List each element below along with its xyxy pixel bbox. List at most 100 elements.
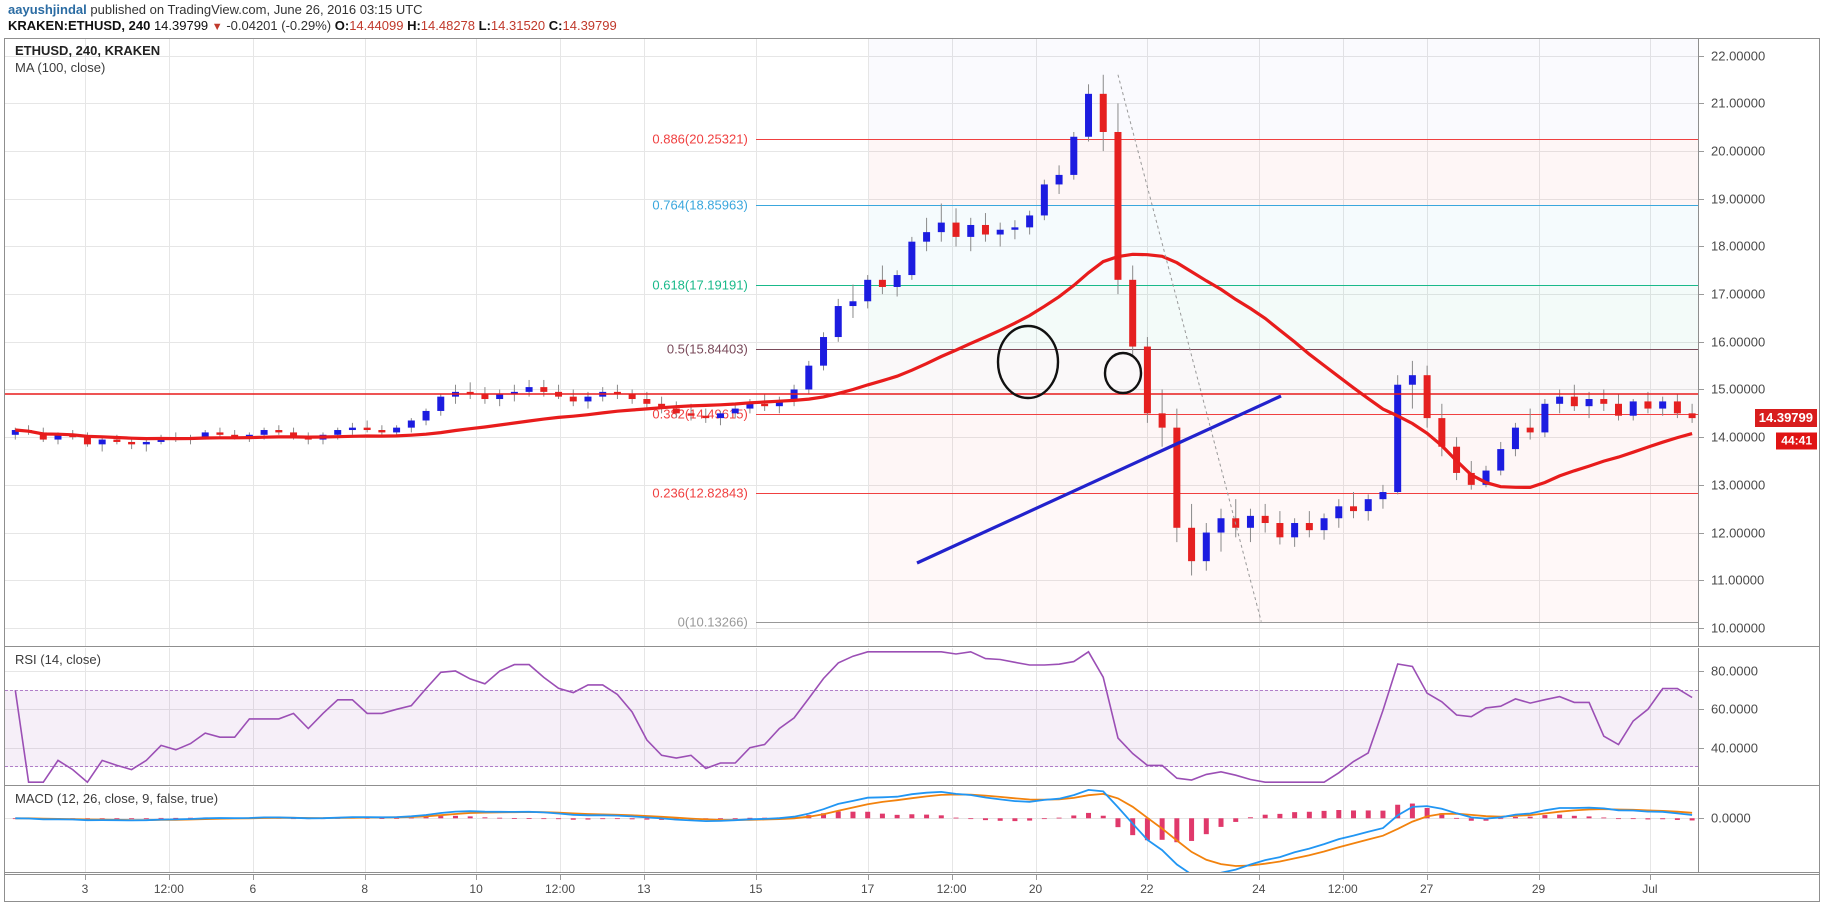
price-vgridline bbox=[755, 39, 757, 646]
price-axis-tick-label: 19.00000 bbox=[1711, 191, 1766, 207]
price-vgridline bbox=[867, 39, 869, 646]
rsi-vgridline bbox=[1538, 648, 1540, 785]
time-axis-tick-label: 3 bbox=[81, 882, 89, 896]
macd-vgridline bbox=[84, 787, 86, 872]
rsi-axis[interactable]: 80.0000 60.0000 40.0000 bbox=[1698, 648, 1819, 785]
rsi-vgridline bbox=[1342, 648, 1344, 785]
price-vgridline bbox=[1342, 39, 1344, 646]
price-plot-area[interactable]: 0.886(20.25321) 0.764(18.85963) 0.618(17.1… bbox=[5, 39, 1698, 646]
fib-level-line[interactable] bbox=[755, 284, 1698, 286]
rsi-gridline bbox=[5, 747, 1698, 749]
chart-header: aayushjindal published on TradingView.co… bbox=[0, 0, 1824, 36]
price-change-percent: (-0.29%) bbox=[281, 18, 332, 33]
rsi-vgridline bbox=[643, 648, 645, 785]
price-pane[interactable]: 0.886(20.25321) 0.764(18.85963) 0.618(17.1… bbox=[5, 39, 1819, 647]
time-axis-tick bbox=[476, 875, 478, 880]
rsi-pane[interactable]: 80.0000 60.0000 40.0000 RSI (14, close) bbox=[5, 648, 1819, 786]
time-axis-tick bbox=[1146, 875, 1148, 880]
price-vgridline bbox=[84, 39, 86, 646]
bar-countdown-badge: 44:41 bbox=[1776, 432, 1817, 450]
time-axis-tick-label: 10 bbox=[469, 882, 483, 896]
price-axis-tick bbox=[1699, 294, 1704, 296]
macd-vgridline bbox=[364, 787, 366, 872]
rsi-midband bbox=[5, 690, 1698, 767]
open-key: O: bbox=[334, 18, 350, 33]
price-axis[interactable]: 22.00000 21.00000 20.00000 19.00000 18.00000… bbox=[1698, 39, 1819, 646]
price-axis-tick bbox=[1699, 580, 1704, 582]
publisher-line: aayushjindal published on TradingView.co… bbox=[8, 2, 1824, 18]
price-axis-tick bbox=[1699, 389, 1704, 391]
fib-level-line[interactable] bbox=[755, 493, 1698, 495]
fib-level-label: 0.764(18.85963) bbox=[652, 197, 748, 213]
time-axis-tick bbox=[755, 875, 757, 880]
price-gridline bbox=[5, 103, 1698, 105]
fib-level-line[interactable] bbox=[755, 349, 1698, 351]
price-axis-tick bbox=[1699, 627, 1704, 629]
price-axis-tick-label: 13.00000 bbox=[1711, 477, 1766, 493]
time-axis-tick bbox=[168, 875, 170, 880]
macd-axis-tick-label: 0.0000 bbox=[1711, 810, 1751, 826]
rsi-gridline bbox=[5, 709, 1698, 711]
time-axis-tick bbox=[560, 875, 561, 880]
symbol-label[interactable]: KRAKEN:ETHUSD, 240 bbox=[8, 18, 151, 33]
time-axis-tick-label: 12:00 bbox=[1327, 882, 1358, 896]
fib-level-label: 0.886(20.25321) bbox=[652, 131, 748, 147]
time-axis-tick-label: 8 bbox=[361, 882, 369, 896]
price-vgridline bbox=[1035, 39, 1037, 646]
price-axis-tick-label: 22.00000 bbox=[1711, 48, 1766, 64]
macd-legend: MACD (12, 26, close, 9, false, true) bbox=[15, 791, 219, 806]
price-gridline bbox=[5, 198, 1698, 200]
time-axis-tick bbox=[1426, 875, 1428, 880]
fib-zone-band bbox=[868, 413, 1698, 494]
macd-axis[interactable]: 0.0000 bbox=[1698, 787, 1819, 872]
rsi-vgridline bbox=[867, 648, 869, 785]
close-key: C: bbox=[548, 18, 563, 33]
time-axis-tick bbox=[1035, 875, 1037, 880]
rsi-vgridline bbox=[1649, 648, 1651, 785]
macd-vgridline bbox=[1342, 787, 1344, 872]
chart-frame[interactable]: 0.886(20.25321) 0.764(18.85963) 0.618(17.1… bbox=[4, 38, 1820, 902]
macd-gridline bbox=[5, 818, 1698, 820]
time-axis-tick-label: 17 bbox=[861, 882, 875, 896]
price-gridline bbox=[5, 55, 1698, 57]
open-value: 14.44099 bbox=[349, 18, 404, 33]
rsi-plot-area[interactable] bbox=[5, 648, 1698, 785]
rsi-gridline bbox=[5, 671, 1698, 672]
price-vgridline bbox=[1538, 39, 1540, 646]
macd-axis-tick bbox=[1699, 818, 1704, 820]
price-axis-tick-label: 14.00000 bbox=[1711, 429, 1766, 445]
price-gridline bbox=[5, 151, 1698, 153]
fib-zone-band bbox=[868, 284, 1698, 350]
high-key: H: bbox=[407, 18, 421, 33]
time-axis-tick-label: 6 bbox=[249, 882, 257, 896]
fib-level-line[interactable] bbox=[755, 138, 1698, 140]
rsi-vgridline bbox=[755, 648, 757, 785]
author-name[interactable]: aayushjindal bbox=[8, 2, 87, 17]
rsi-axis-tick-label: 40.0000 bbox=[1711, 740, 1758, 756]
macd-vgridline bbox=[643, 787, 645, 872]
fib-zone-band bbox=[868, 205, 1698, 285]
macd-plot-area[interactable] bbox=[5, 787, 1698, 872]
time-axis-tick-label: 12:00 bbox=[544, 882, 576, 896]
macd-vgridline bbox=[252, 787, 254, 872]
rsi-vgridline bbox=[1258, 648, 1260, 785]
fib-level-line[interactable] bbox=[755, 205, 1698, 207]
price-pane-ma-legend: MA (100, close) bbox=[15, 60, 106, 75]
current-price-badge[interactable]: 14.39799 bbox=[1754, 409, 1817, 428]
close-value: 14.39799 bbox=[562, 18, 617, 33]
price-axis-tick bbox=[1699, 55, 1704, 57]
time-axis-tick-label: 27 bbox=[1419, 882, 1434, 896]
time-axis-tick bbox=[867, 875, 869, 880]
rsi-vgridline bbox=[560, 648, 561, 785]
rsi-vgridline bbox=[364, 648, 366, 785]
time-axis[interactable]: 3 12:00 6 8 10 12:00 13 15 17 12:00 20 22 24 12:00 27 2… bbox=[5, 874, 1819, 901]
price-axis-tick bbox=[1699, 532, 1704, 534]
fib-level-line[interactable] bbox=[755, 621, 1698, 623]
macd-vgridline bbox=[951, 787, 953, 872]
price-axis-tick bbox=[1699, 437, 1704, 439]
fib-level-line[interactable] bbox=[755, 413, 1698, 415]
time-axis-tick-label: 15 bbox=[749, 882, 763, 896]
rsi-vgridline bbox=[84, 648, 86, 785]
macd-pane[interactable]: 0.0000 MACD (12, 26, close, 9, false, tr… bbox=[5, 787, 1819, 873]
